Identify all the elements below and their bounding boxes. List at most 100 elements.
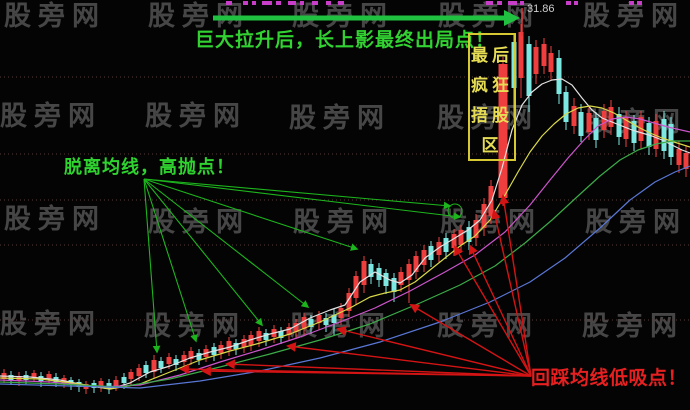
candle-body — [338, 308, 344, 318]
candle-body — [451, 234, 457, 248]
candle-body — [616, 114, 622, 137]
watermark-text: 股旁网 — [293, 207, 395, 237]
candle-body — [361, 261, 367, 285]
buy-point-arrow-line — [201, 366, 532, 377]
candle-body — [226, 341, 232, 350]
indicator-tick-mark — [637, 1, 642, 5]
buy-point-arrow-line — [499, 194, 532, 377]
ma-green — [0, 140, 690, 388]
candle-body — [526, 44, 532, 96]
candle-body — [676, 149, 682, 165]
exit-point-annotation: 巨大拉升后，长上影最终出局点！ — [195, 30, 496, 51]
candle-body — [443, 238, 449, 252]
indicator-tick-mark — [574, 1, 578, 5]
sell-point-arrow-line — [143, 178, 462, 221]
candle-body — [391, 278, 397, 292]
candle-body — [128, 372, 134, 379]
indicator-tick-mark — [629, 1, 634, 5]
top-trend-arrowhead — [504, 10, 520, 26]
indicator-tick-mark — [243, 1, 248, 5]
indicator-tick-mark — [566, 1, 571, 5]
price-high-label: 31.86 — [527, 3, 555, 15]
candle-body — [421, 250, 427, 265]
watermark-text: 股旁网 — [0, 101, 102, 131]
candle-body — [413, 256, 419, 272]
candle-body — [353, 276, 359, 298]
candle-body — [316, 315, 322, 323]
candle-body — [398, 272, 404, 285]
watermark-text: 股旁网 — [582, 311, 684, 341]
buy-point-annotation: 回踩均线低吸点！ — [531, 368, 688, 389]
candle-body — [593, 118, 599, 140]
buy-point-arrow-line — [490, 209, 532, 377]
candle-body — [113, 380, 119, 386]
candle-body — [578, 112, 584, 136]
candle-body — [98, 381, 104, 387]
candle-body — [473, 220, 479, 238]
indicator-tick-mark — [497, 1, 502, 5]
candle-body — [46, 374, 52, 379]
candle-body — [661, 119, 667, 151]
sell-point-arrow-line — [143, 178, 161, 354]
candle-body — [181, 355, 187, 362]
indicator-tick-mark — [226, 1, 232, 5]
candle-body — [368, 264, 374, 277]
indicator-tick-mark — [262, 1, 272, 5]
watermark-text: 股旁网 — [4, 204, 106, 234]
sell-point-arrow-line — [143, 178, 452, 210]
candle-body — [498, 64, 508, 198]
candle-body — [406, 264, 412, 280]
candle-body — [143, 365, 149, 373]
watermark-text: 股旁网 — [289, 103, 391, 133]
candle-body — [308, 319, 314, 327]
watermark-text: 股旁网 — [4, 1, 106, 31]
candle-body — [683, 153, 689, 169]
candle-body — [481, 204, 487, 228]
hold-zone-label-line: 疯狂 — [471, 76, 513, 95]
watermark-text: 股旁网 — [145, 101, 247, 131]
sell-point-arrow-line — [143, 178, 359, 251]
candle-body — [331, 315, 337, 323]
hold-zone-label-line: 区 — [481, 136, 503, 155]
indicator-tick-mark — [486, 1, 493, 5]
candle-body — [8, 375, 14, 380]
candle-body — [631, 121, 637, 143]
candle-body — [173, 359, 179, 365]
ma-fast-white — [0, 78, 690, 390]
candle-body — [188, 351, 194, 359]
candle-body — [323, 318, 329, 325]
watermark-text: 股旁网 — [0, 309, 102, 339]
candle-body — [31, 373, 37, 378]
candle-body — [301, 317, 307, 329]
candle-body — [278, 331, 284, 338]
candle-body — [196, 353, 202, 360]
candle-body — [383, 273, 389, 286]
candle-body — [256, 331, 262, 341]
buy-point-arrow-line — [409, 304, 532, 377]
indicator-tick-mark — [508, 1, 517, 5]
candle-body — [121, 377, 127, 383]
hold-zone-label-line: 捂股 — [471, 106, 513, 125]
candle-body — [541, 44, 547, 66]
candle-body — [23, 375, 29, 380]
buy-point-arrow-line — [286, 342, 532, 377]
indicator-tick-mark — [338, 1, 344, 5]
candle-body — [158, 361, 164, 368]
buy-point-arrow-line — [454, 245, 532, 377]
candle-body — [556, 58, 562, 94]
candle-body — [458, 230, 464, 245]
candle-body — [601, 111, 607, 130]
watermark-text: 股旁网 — [585, 207, 687, 237]
candle-body — [548, 53, 554, 72]
indicator-tick-mark — [276, 1, 281, 5]
ma-slow-blue — [0, 165, 690, 389]
indicator-tick-mark — [300, 1, 304, 5]
indicator-tick-mark — [520, 1, 524, 5]
indicator-tick-mark — [252, 1, 256, 5]
candle-body — [466, 227, 472, 242]
sell-point-arrow-line — [143, 178, 198, 343]
sell-point-arrow-line — [143, 178, 263, 327]
